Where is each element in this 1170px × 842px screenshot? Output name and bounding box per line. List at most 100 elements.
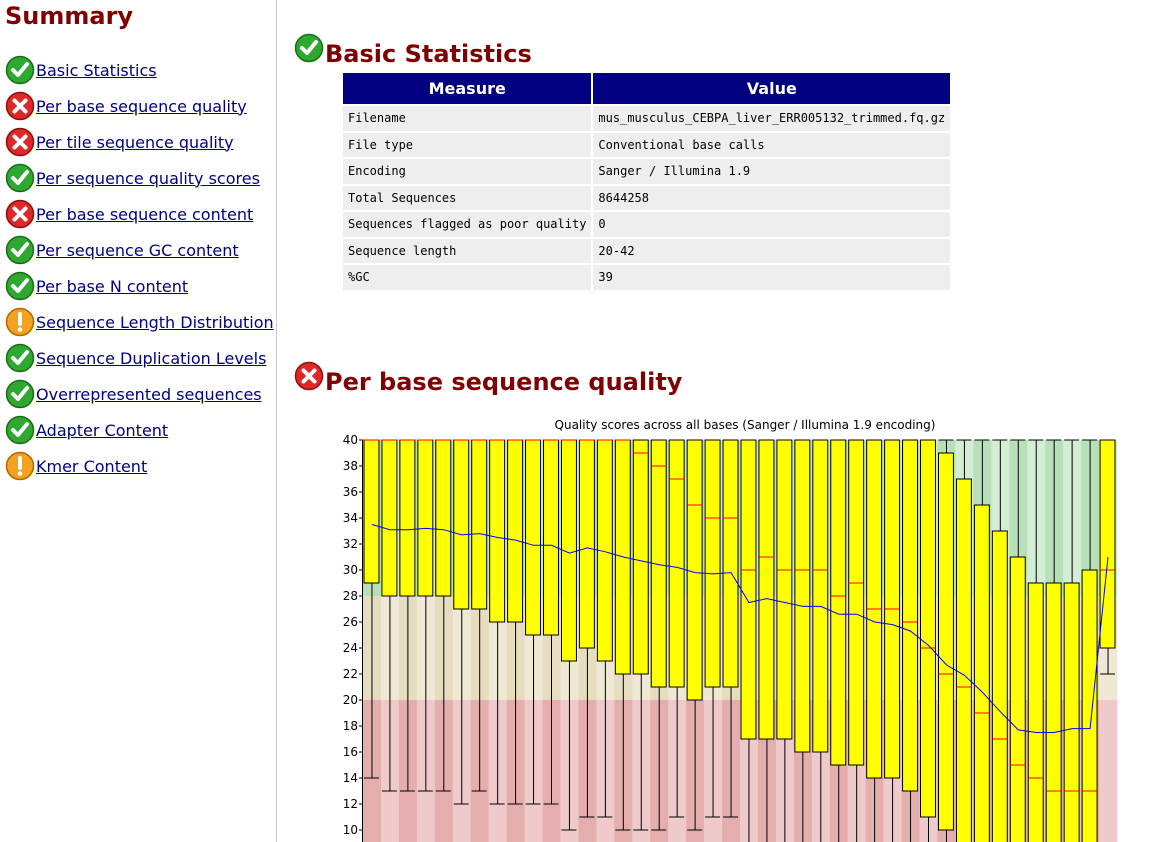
header-row: Measure Value: [343, 73, 951, 104]
box: [525, 439, 542, 636]
box: [991, 530, 1008, 842]
summary-item: Overrepresented sequences: [5, 379, 262, 409]
box: [920, 439, 936, 818]
quality-zone: [1099, 700, 1118, 842]
y-tick-label: 28: [343, 589, 358, 603]
box: [1009, 556, 1026, 842]
table-cell: Conventional base calls: [593, 132, 951, 157]
box: [812, 439, 829, 753]
y-tick-label: 30: [343, 563, 358, 577]
y-tick-label: 36: [343, 485, 358, 499]
status-icon: [5, 127, 35, 157]
box: [381, 439, 398, 597]
box: [704, 439, 721, 688]
table-row: %GC 39: [343, 265, 951, 290]
summary-link[interactable]: Per sequence quality scores: [36, 168, 260, 188]
header-cell: Measure: [343, 73, 592, 104]
status-icon: [5, 343, 35, 373]
y-tick-label: 26: [343, 615, 358, 629]
icon-check: [11, 422, 29, 437]
icon-cross: [12, 134, 28, 150]
summary-item: Adapter Content: [5, 415, 168, 445]
summary-title: Summary: [5, 2, 134, 30]
table-cell: 0: [593, 212, 951, 237]
box: [1099, 439, 1116, 649]
quality-chart: Quality scores across all bases (Sanger …: [343, 418, 1118, 842]
status-icon: [294, 361, 324, 391]
mean-line: [371, 524, 1109, 733]
box: [937, 452, 954, 831]
icon-cross: [12, 98, 28, 114]
y-tick-label: 34: [343, 511, 358, 525]
section-title: Per base sequence quality: [325, 368, 683, 396]
box: [489, 439, 506, 623]
box: [722, 439, 739, 688]
icon-check: [11, 242, 29, 257]
icon-check: [11, 278, 29, 293]
icon-check: [11, 386, 29, 401]
y-tick-label: 12: [343, 797, 358, 811]
table-row: Sequences flagged as poor quality 0: [343, 212, 951, 237]
box: [471, 439, 488, 610]
status-icon: [5, 235, 35, 265]
table-cell: File type: [343, 132, 592, 157]
y-tick-label: 20: [343, 693, 358, 707]
summary-link[interactable]: Sequence Duplication Levels: [36, 348, 267, 368]
table-cell: 20-42: [593, 238, 951, 263]
box: [399, 439, 416, 597]
summary-item: Per base sequence quality: [5, 91, 247, 121]
icon-check: [11, 350, 29, 365]
summary-link[interactable]: Per base sequence content: [36, 204, 254, 224]
summary-link[interactable]: Per sequence GC content: [36, 240, 239, 260]
icon-cross: [301, 368, 317, 384]
summary-link[interactable]: Kmer Content: [36, 456, 148, 476]
summary-item: Per sequence quality scores: [5, 163, 260, 193]
summary-item: Sequence Length Distribution: [5, 307, 274, 337]
summary-link[interactable]: Basic Statistics: [36, 60, 157, 80]
summary-item: Per base N content: [5, 271, 188, 301]
summary-link[interactable]: Per base N content: [36, 276, 189, 296]
summary-link[interactable]: Adapter Content: [36, 420, 169, 440]
y-tick-label: 32: [343, 537, 358, 551]
status-icon: [5, 91, 35, 121]
table-cell: Encoding: [343, 159, 592, 184]
table-cell: Filename: [343, 106, 592, 131]
status-icon: [5, 163, 35, 193]
table-cell: Sequence length: [343, 238, 592, 263]
table-row: Sequence length 20-42: [343, 238, 951, 263]
icon-check: [300, 40, 318, 55]
summary-item: Basic Statistics: [5, 55, 157, 85]
summary-link[interactable]: Per base sequence quality: [36, 96, 247, 116]
box: [740, 439, 757, 740]
y-tick-label: 14: [343, 771, 358, 785]
summary-link[interactable]: Overrepresented sequences: [36, 384, 262, 404]
table-row: Filename mus_musculus_CEBPA_liver_ERR0051…: [343, 106, 951, 131]
icon-check: [11, 62, 29, 77]
box: [758, 439, 775, 740]
icon-cross: [12, 206, 28, 222]
table-cell: 39: [593, 265, 951, 290]
table-cell: 8644258: [593, 185, 951, 210]
box: [902, 439, 919, 792]
icon-dot: [17, 471, 23, 476]
box: [973, 504, 990, 842]
status-icon: [5, 379, 35, 409]
table-row: File type Conventional base calls: [343, 132, 951, 157]
summary-item: Per base sequence content: [5, 199, 253, 229]
icon-check: [11, 170, 29, 185]
box: [543, 439, 559, 636]
box: [578, 439, 595, 649]
summary-link[interactable]: Per tile sequence quality: [36, 132, 234, 152]
status-icon: [5, 55, 35, 85]
section-heading: Basic Statistics: [294, 33, 532, 68]
status-icon: [5, 307, 35, 337]
summary-item: Per tile sequence quality: [5, 127, 234, 157]
summary-link[interactable]: Sequence Length Distribution: [36, 312, 274, 332]
status-icon: [294, 33, 324, 63]
status-icon: [5, 271, 35, 301]
table-cell: Sanger / Illumina 1.9: [593, 159, 951, 184]
box: [453, 439, 470, 610]
status-icon: [5, 199, 35, 229]
y-tick-label: 10: [343, 823, 358, 837]
table-row: Encoding Sanger / Illumina 1.9: [343, 159, 951, 184]
